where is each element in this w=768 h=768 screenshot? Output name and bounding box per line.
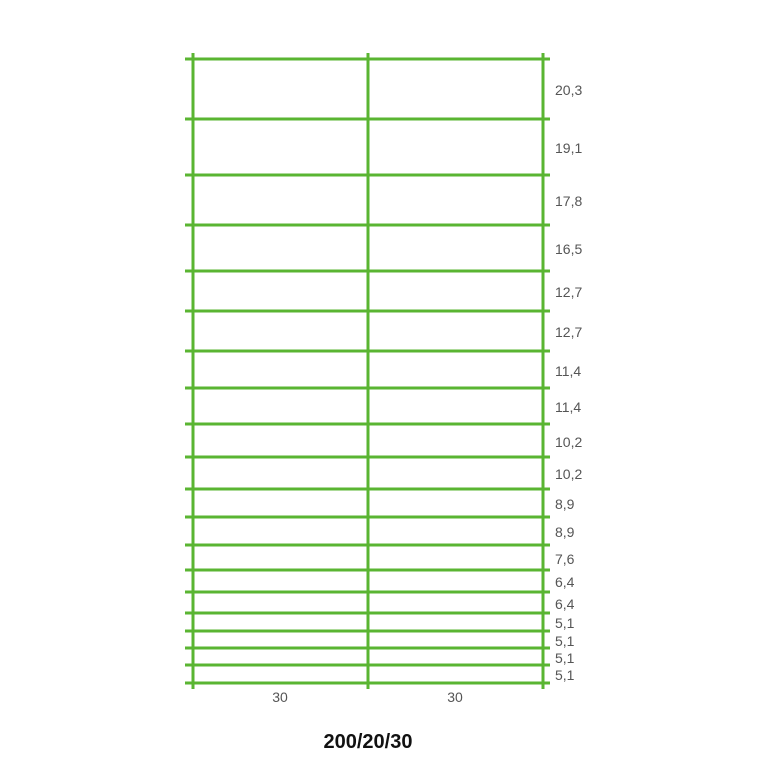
row-spacing-label: 11,4 (555, 399, 582, 415)
row-spacing-label: 7,6 (555, 550, 575, 567)
row-spacing-label: 6,4 (555, 574, 575, 590)
row-spacing-label: 17,8 (555, 193, 583, 209)
row-spacing-label: 5,1 (555, 615, 575, 631)
row-spacing-label: 11,4 (555, 362, 582, 379)
row-spacing-label: 8,9 (555, 496, 575, 512)
row-spacing-label: 5,1 (555, 649, 575, 666)
row-spacing-label: 20,3 (555, 82, 583, 98)
column-spacing-label: 30 (272, 689, 288, 705)
mesh-spec-title: 200/20/30 (323, 731, 413, 753)
row-spacing-label: 16,5 (555, 241, 583, 257)
column-spacing-label: 30 (447, 689, 463, 705)
row-spacing-label: 6,4 (555, 595, 575, 612)
row-spacing-label: 10,2 (555, 466, 583, 482)
row-spacing-label: 19,1 (555, 140, 583, 156)
row-spacing-label: 5,1 (555, 667, 575, 683)
row-spacing-label: 10,2 (555, 433, 583, 450)
row-spacing-label: 12,7 (555, 324, 583, 340)
row-spacing-label: 8,9 (555, 524, 575, 540)
row-spacing-label: 12,7 (555, 284, 583, 300)
row-spacing-label: 5,1 (555, 632, 575, 649)
